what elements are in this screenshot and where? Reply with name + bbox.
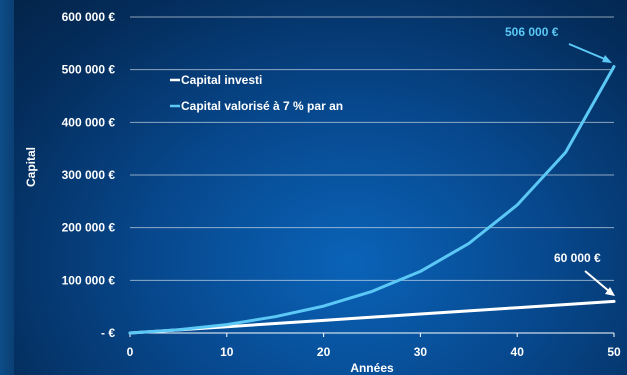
- x-tick-label: 10: [220, 345, 234, 359]
- annotation-arrow-investi: [584, 270, 611, 293]
- x-axis-title: Années: [350, 361, 394, 375]
- chart-panel: - € 100 000 € 200 000 € 300 000 € 400 000 € 5…: [14, 0, 627, 375]
- legend-label-capital-valorise: Capital valorisé à 7 % par an: [181, 99, 343, 113]
- y-tick-label: 100 000 €: [62, 273, 116, 287]
- gridlines: [130, 16, 614, 334]
- y-axis-ticks: - € 100 000 € 200 000 € 300 000 € 400 000 € 5…: [62, 10, 116, 340]
- line-chart: - € 100 000 € 200 000 € 300 000 € 400 000 € 5…: [24, 10, 621, 375]
- legend-label-capital-investi: Capital investi: [181, 73, 262, 87]
- x-tick-label: 30: [414, 345, 428, 359]
- y-tick-label: 400 000 €: [62, 115, 116, 129]
- y-tick-label: 300 000 €: [62, 168, 116, 182]
- y-tick-label: 500 000 €: [62, 63, 116, 77]
- series-lines: [128, 65, 616, 335]
- x-tick-label: 20: [317, 345, 331, 359]
- x-tick-label: 50: [607, 345, 621, 359]
- annotation-arrowhead-valorise: [602, 55, 612, 63]
- annotation-final-value-valorise: 506 000 €: [505, 25, 559, 39]
- y-tick-label: 200 000 €: [62, 221, 116, 235]
- annotations: 506 000 € 60 000 €: [505, 25, 615, 296]
- x-tick-label: 0: [127, 345, 134, 359]
- series-line-capital-valorise: [128, 65, 616, 335]
- y-tick-label: 600 000 €: [62, 10, 116, 24]
- annotation-final-value-investi: 60 000 €: [554, 251, 601, 265]
- x-tick-label: 40: [511, 345, 525, 359]
- annotation-arrow-valorise: [568, 43, 608, 61]
- y-axis-title: Capital: [24, 147, 38, 187]
- y-tick-label: - €: [101, 326, 115, 340]
- annotation-arrowhead-investi: [605, 287, 615, 296]
- legend: Capital investi Capital valorisé à 7 % p…: [170, 73, 343, 113]
- x-axis-ticks: 0 10 20 30 40 50: [127, 333, 621, 359]
